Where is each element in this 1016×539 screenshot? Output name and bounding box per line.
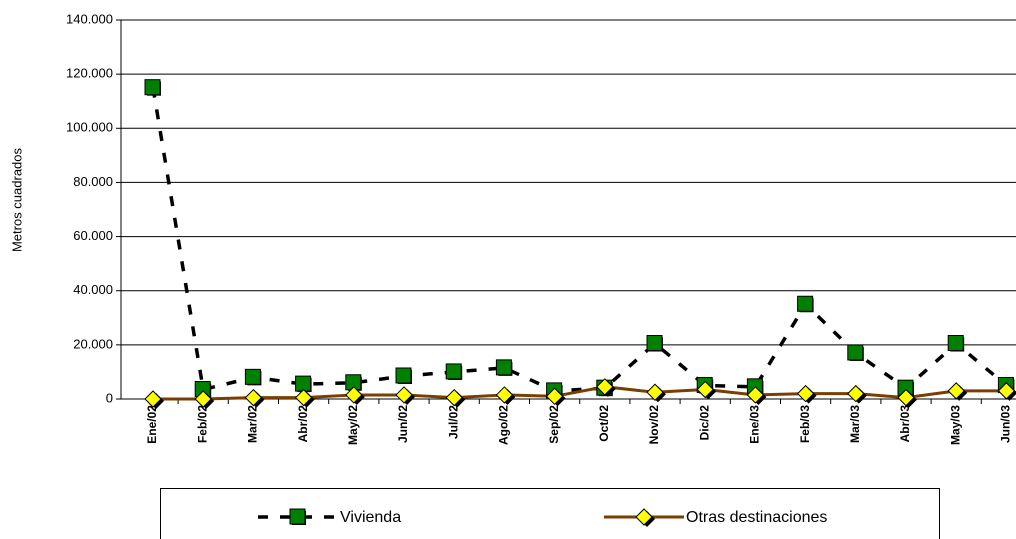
point — [294, 388, 313, 407]
x-tick-label: Mar/03 — [848, 405, 862, 443]
point — [696, 380, 714, 399]
point — [345, 386, 363, 404]
x-tick-label: Feb/03 — [798, 405, 812, 443]
y-tick-label: 40.000 — [73, 282, 113, 297]
point — [395, 386, 413, 404]
x-tick-label: Sep/02 — [547, 405, 561, 444]
x-tick-label: Abr/03 — [898, 405, 912, 443]
point — [395, 367, 412, 384]
y-tick-label: 100.000 — [66, 120, 113, 135]
legend-label: Vivienda — [340, 509, 401, 526]
point — [897, 388, 915, 407]
x-tick-label: Dic/02 — [697, 405, 711, 441]
point — [746, 386, 765, 404]
point — [796, 384, 815, 403]
point — [646, 335, 663, 352]
x-tick-label: Ago/02 — [497, 405, 511, 445]
x-tick-label: Nov/02 — [647, 405, 661, 445]
x-tick-label: Abr/02 — [296, 405, 310, 443]
y-tick-label: 80.000 — [73, 174, 113, 189]
point — [495, 386, 514, 404]
point — [244, 388, 263, 407]
x-tick-label: Jun/02 — [396, 405, 410, 443]
point — [797, 295, 814, 312]
x-tick-label: Ene/02 — [145, 405, 159, 444]
point — [445, 363, 462, 380]
point — [947, 382, 965, 400]
series-line — [151, 87, 1008, 393]
legend-marker — [289, 508, 306, 525]
legend-label: Otras destinaciones — [686, 509, 827, 526]
x-tick-label: May/02 — [346, 405, 360, 445]
point — [596, 378, 614, 396]
point — [545, 387, 564, 405]
legend-marker — [635, 508, 653, 526]
point — [144, 79, 161, 96]
x-tick-label: Oct/02 — [597, 405, 611, 442]
y-tick-label: 140.000 — [66, 11, 113, 26]
y-tick-label: 120.000 — [66, 66, 113, 81]
x-tick-label: Jul/02 — [446, 405, 460, 439]
x-tick-label: Ene/03 — [748, 405, 762, 444]
x-tick-label: May/03 — [948, 405, 962, 445]
point — [295, 375, 312, 392]
point — [495, 359, 512, 376]
x-tick-label: Jun/03 — [999, 405, 1013, 443]
y-tick-label: 20.000 — [73, 336, 113, 351]
y-axis-title: Metros cuadrados — [9, 147, 24, 252]
y-tick-label: 60.000 — [73, 228, 113, 243]
point — [445, 388, 463, 407]
point — [646, 383, 664, 401]
y-tick-label: 0 — [106, 390, 113, 405]
x-tick-label: Feb/02 — [195, 405, 209, 443]
point — [194, 390, 212, 408]
point — [947, 335, 964, 352]
point — [244, 368, 261, 385]
x-tick-label: Mar/02 — [246, 405, 260, 443]
point — [144, 390, 162, 408]
point — [847, 384, 865, 403]
point — [997, 382, 1016, 400]
point — [847, 344, 864, 361]
